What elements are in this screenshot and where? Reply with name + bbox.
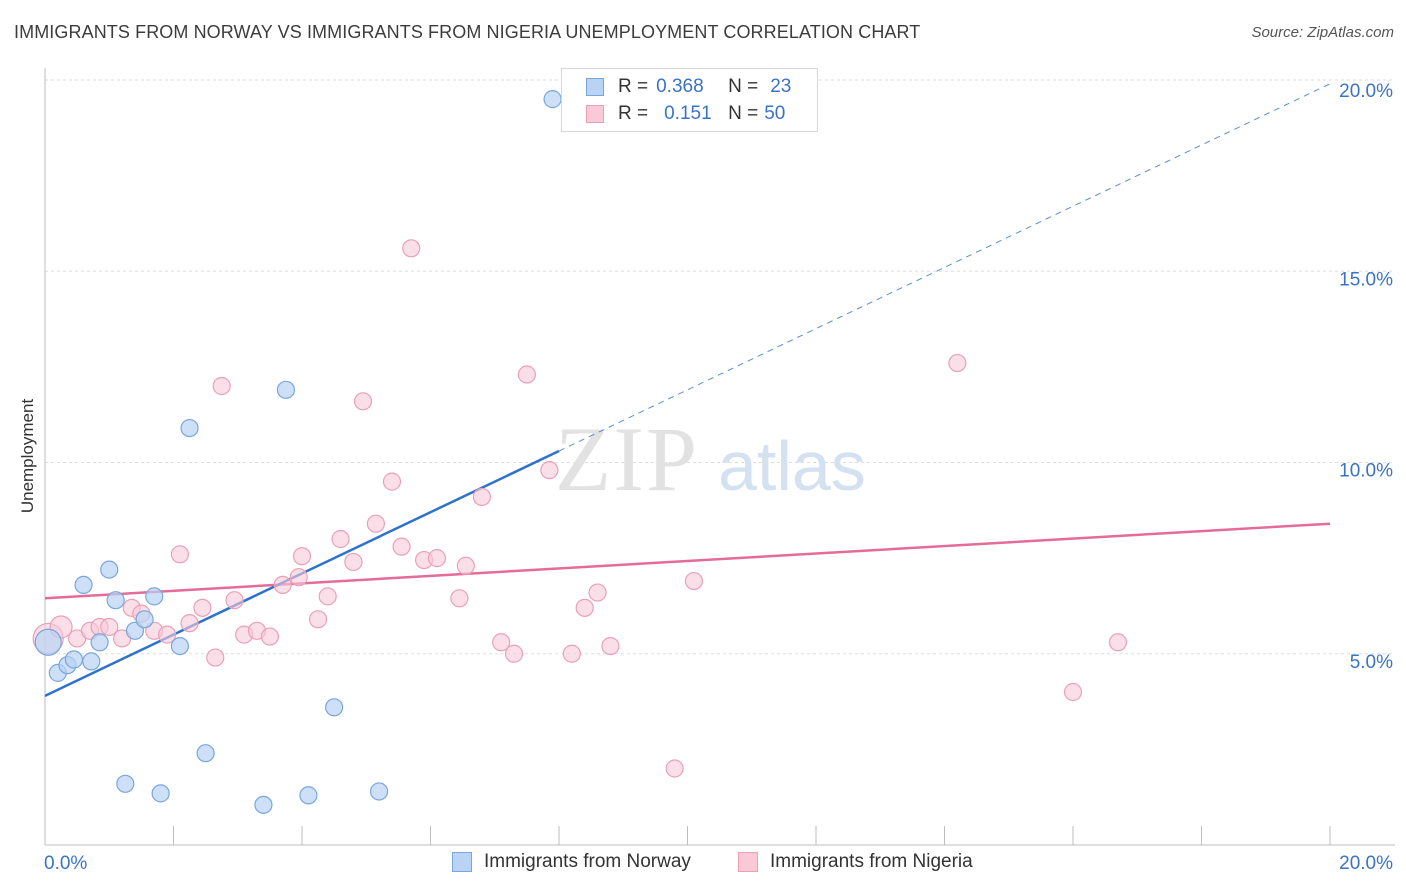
axis-layer	[44, 68, 1395, 846]
y-tick-label: 20.0%	[1339, 81, 1393, 102]
norway-trend-extension	[558, 83, 1331, 452]
nigeria-point	[382, 472, 402, 491]
norway-r-value: 0.368	[656, 76, 704, 97]
nigeria-point	[562, 644, 581, 663]
source-credit: Source: ZipAtlas.com	[1251, 24, 1394, 41]
norway-point	[145, 587, 164, 606]
nigeria-point	[260, 627, 279, 646]
nigeria-point	[402, 239, 421, 258]
legend-row-nigeria: R = 0.151 N = 50	[586, 102, 785, 126]
norway-point	[135, 610, 154, 629]
y-axis-label: Unemployment	[18, 398, 37, 514]
watermark-zip: ZIP	[555, 408, 699, 510]
bottom-norway-label: Immigrants from Norway	[484, 851, 691, 872]
axis-labels: 5.0% 10.0% 15.0% 20.0% 0.0% 20.0%	[44, 81, 1393, 874]
nigeria-n-value: 50	[764, 103, 786, 124]
nigeria-point	[308, 610, 328, 629]
norway-point	[254, 795, 273, 814]
nigeria-point	[331, 529, 350, 549]
x-tick-label-min: 0.0%	[44, 853, 87, 874]
nigeria-point	[427, 549, 447, 568]
nigeria-r-label: R =	[618, 103, 649, 124]
nigeria-point	[948, 353, 967, 373]
nigeria-point	[392, 537, 411, 556]
grid-layer	[45, 79, 1395, 655]
watermark: ZIP atlas	[555, 408, 866, 510]
bottom-nigeria-swatch	[738, 852, 758, 872]
norway-point	[90, 633, 109, 652]
norway-swatch	[586, 78, 604, 96]
norway-n-value: 23	[770, 76, 792, 97]
nigeria-point	[588, 583, 607, 602]
nigeria-point	[225, 591, 244, 610]
y-tick-label: 15.0%	[1339, 269, 1393, 290]
nigeria-point	[100, 617, 119, 637]
nigeria-point	[492, 633, 511, 652]
norway-r-label: R =	[618, 76, 649, 97]
bottom-legend-nigeria: Immigrants from Nigeria	[738, 851, 973, 873]
norway-point	[74, 575, 93, 595]
nigeria-point	[575, 598, 594, 617]
nigeria-swatch	[586, 105, 604, 123]
nigeria-point	[206, 648, 225, 667]
norway-point	[276, 380, 296, 399]
norway-point	[34, 628, 62, 656]
nigeria-point	[1063, 682, 1083, 702]
nigeria-point	[1108, 633, 1128, 652]
nigeria-point	[170, 545, 190, 564]
norway-point	[543, 90, 562, 109]
norway-point	[370, 782, 389, 801]
bottom-nigeria-label: Immigrants from Nigeria	[770, 851, 973, 872]
nigeria-point	[318, 587, 337, 606]
norway-point	[325, 698, 344, 717]
nigeria-point	[504, 644, 524, 663]
x-tick-label-max: 20.0%	[1339, 853, 1393, 874]
watermark-atlas: atlas	[718, 427, 866, 505]
norway-point	[116, 774, 135, 793]
norway-point	[196, 744, 215, 763]
nigeria-point	[684, 571, 704, 591]
nigeria-point	[344, 552, 363, 572]
bottom-legend-norway: Immigrants from Norway	[452, 851, 691, 873]
nigeria-point	[289, 568, 308, 587]
norway-point	[180, 418, 199, 438]
nigeria-point	[193, 598, 212, 617]
norway-point	[106, 591, 125, 610]
nigeria-point	[180, 614, 199, 633]
norway-point	[64, 650, 84, 669]
nigeria-r-value: 0.151	[664, 103, 712, 124]
y-tick-label: 5.0%	[1350, 652, 1393, 673]
norway-point	[170, 636, 190, 656]
nigeria-point	[517, 365, 536, 384]
nigeria-point	[353, 392, 373, 411]
nigeria-point	[366, 514, 385, 533]
nigeria-point	[472, 487, 491, 507]
points-layer	[32, 90, 1128, 814]
norway-point	[82, 652, 101, 671]
nigeria-trend-line	[44, 522, 1331, 600]
nigeria-point	[456, 556, 475, 575]
nigeria-point	[157, 625, 177, 644]
nigeria-point	[665, 759, 684, 778]
y-tick-label: 10.0%	[1339, 461, 1393, 482]
norway-point	[299, 786, 318, 805]
nigeria-point	[292, 547, 312, 566]
bottom-norway-swatch	[452, 852, 472, 872]
stats-legend: R = 0.368 N = 23 R = 0.151 N = 50	[561, 68, 818, 132]
norway-point	[151, 784, 170, 803]
nigeria-n-label: N =	[728, 103, 759, 124]
nigeria-point	[450, 589, 469, 608]
nigeria-point	[212, 376, 231, 396]
norway-point	[100, 560, 119, 579]
chart-title: IMMIGRANTS FROM NORWAY VS IMMIGRANTS FRO…	[14, 22, 921, 42]
norway-n-label: N =	[728, 76, 759, 97]
legend-row-norway: R = 0.368 N = 23	[586, 75, 791, 99]
nigeria-point	[273, 575, 292, 595]
nigeria-point	[540, 461, 559, 480]
nigeria-point	[601, 636, 620, 656]
